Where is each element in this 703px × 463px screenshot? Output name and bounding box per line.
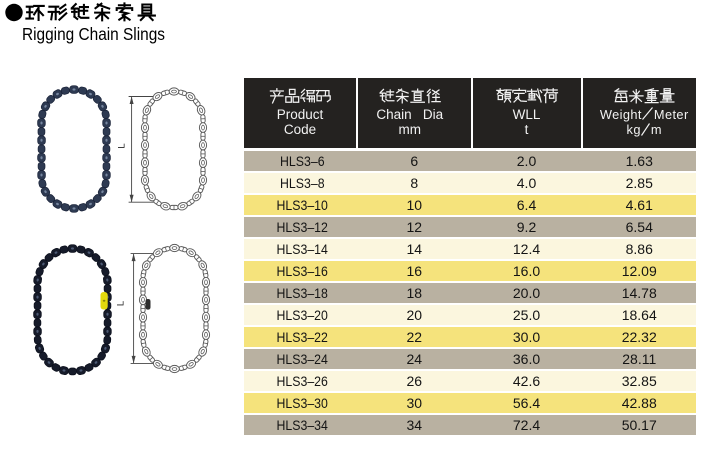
svg-text:L: L <box>117 143 128 148</box>
svg-text:L: L <box>116 301 127 306</box>
